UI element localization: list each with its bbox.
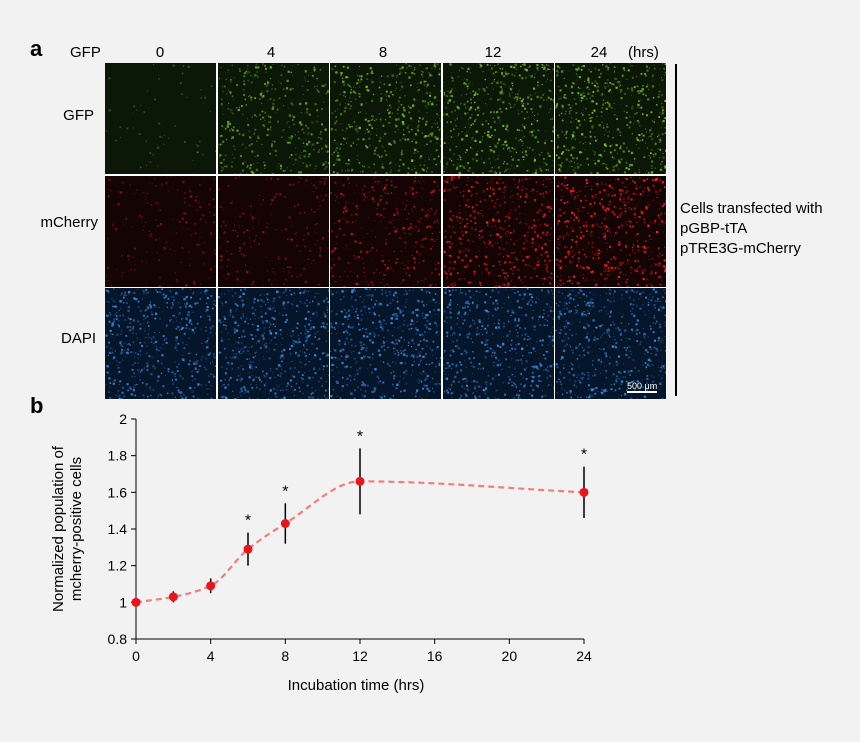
y-tick-label: 2 [119,411,127,427]
scale-bar-label: 500 μm [627,381,658,391]
data-point [355,476,365,486]
bracket-line [675,64,677,396]
transfection-label: Cells transfected with pGBP-tTA pTRE3G-m… [680,199,823,259]
x-axis-title: Incubation time (hrs) [288,677,425,694]
image-gfp-4h [217,63,329,174]
y-axis-title-line: mcherry-positive cells [68,457,85,601]
time-label-0: 0 [155,44,165,61]
time-unit-label: (hrs) [628,44,659,61]
x-tick-label: 0 [132,648,140,664]
row-label-mcherry: mCherry [40,214,98,231]
image-mcherry-8h [330,175,441,287]
significance-star: * [357,428,363,445]
scale-bar: 500 μm [627,381,657,393]
image-mcherry-12h [442,175,554,287]
x-tick-label: 16 [427,648,443,664]
data-point [131,597,141,607]
image-mcherry-0h [105,175,216,287]
row-label-gfp: GFP [63,107,94,124]
panel-a-letter: a [30,36,43,61]
x-tick-label: 4 [207,648,215,664]
y-axis-title-line: Normalized population of [50,445,67,612]
time-label-2: 8 [378,44,388,61]
image-gfp-8h [330,63,441,174]
time-label-3: 12 [484,44,502,61]
panel-b-letter: b [30,393,44,418]
data-point [243,544,253,554]
x-tick-label: 12 [352,648,368,664]
image-mcherry-24h [555,175,666,287]
y-tick-label: 0.8 [108,631,128,647]
y-tick-label: 1.6 [108,484,128,500]
y-tick-label: 1 [119,594,127,610]
image-gfp-12h [442,63,554,174]
x-tick-label: 8 [281,648,289,664]
image-dapi-0h [105,288,216,399]
y-tick-label: 1.8 [108,448,128,464]
significance-star: * [282,483,288,500]
image-dapi-4h [217,288,329,399]
image-dapi-24h [555,288,666,399]
time-label-1: 4 [266,44,276,61]
image-mcherry-4h [217,175,329,287]
image-dapi-12h [442,288,554,399]
image-dapi-8h [330,288,441,399]
transfection-line-2: pGBP-tTA [680,220,748,237]
image-gfp-24h [555,63,666,174]
y-tick-label: 1.4 [108,521,128,537]
data-point [280,519,290,528]
significance-star: * [245,513,251,530]
microscopy-image-grid [105,63,667,399]
data-point [206,581,216,591]
y-tick-label: 1.2 [108,558,128,574]
corner-label: GFP [70,44,101,61]
significance-star: * [581,447,587,464]
transfection-line-1: Cells transfected with [680,200,823,217]
transfection-line-3: pTRE3G-mCherry [680,240,801,257]
data-point [168,592,178,602]
scale-bar-line [627,391,657,393]
x-tick-label: 24 [576,648,592,664]
row-label-dapi: DAPI [60,330,96,347]
data-point [579,487,589,497]
image-gfp-0h [105,63,216,174]
x-tick-label: 20 [502,648,518,664]
time-label-4: 24 [590,44,608,61]
